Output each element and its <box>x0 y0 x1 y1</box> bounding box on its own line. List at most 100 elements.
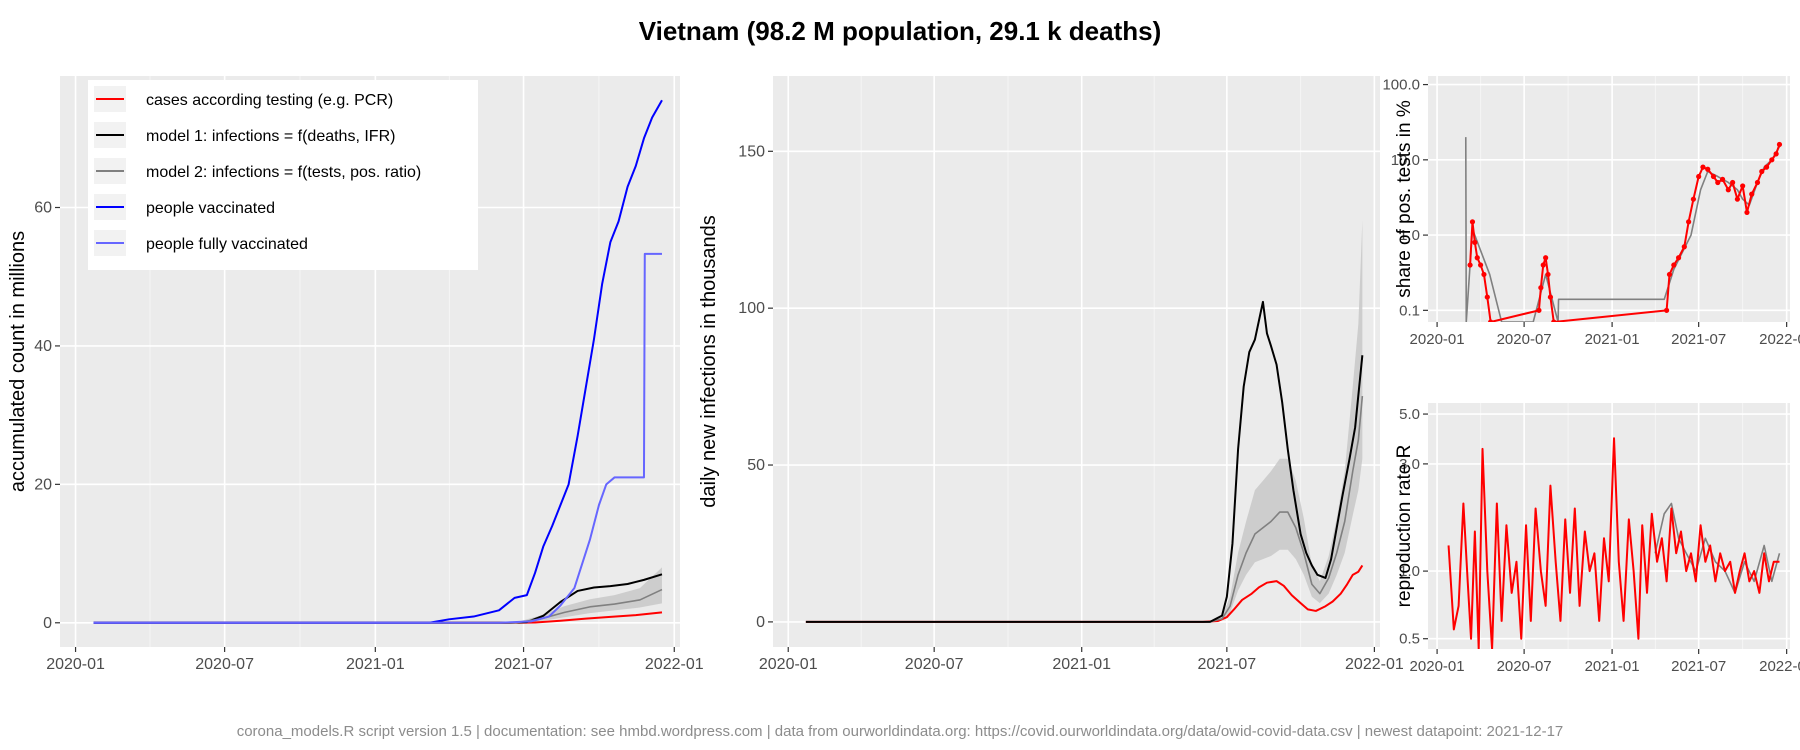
x-tick-label: 2021-01 <box>1052 656 1111 673</box>
x-tick-label: 2021-07 <box>494 656 553 673</box>
x-tick-label: 2022-01 <box>1345 656 1404 673</box>
y-tick-label: 0 <box>43 615 52 632</box>
point-cases <box>1740 183 1746 189</box>
point-cases <box>1484 294 1490 300</box>
legend-label-model1: model 1: infections = f(deaths, IFR) <box>146 128 395 145</box>
point-cases <box>1536 307 1542 313</box>
panel-3: 0.1 1.0 10.0 100.0 2020-01 2020-07 2021-01 2021… <box>1382 76 1800 348</box>
point-cases <box>1543 255 1549 261</box>
series-model2 <box>1464 137 1781 322</box>
point-cases <box>1744 209 1750 216</box>
point-cases <box>1538 285 1544 291</box>
point-cases <box>1700 164 1706 170</box>
point-cases <box>1474 255 1480 261</box>
y-tick-label: 5.0 <box>1399 406 1420 423</box>
y-tick-label: 100.0 <box>1382 77 1420 94</box>
y-tick-label: 0 <box>756 614 765 631</box>
footer-note: corona_models.R script version 1.5 | doc… <box>236 723 1564 740</box>
data-layer <box>1464 137 1783 322</box>
point-cases <box>1686 219 1692 225</box>
y-axis-label: share of pos. tests in % <box>1394 100 1415 298</box>
y-tick-label: 3.0 <box>1399 456 1420 473</box>
series-cases <box>1469 144 1781 322</box>
x-tick-label: 2022-01 <box>1759 658 1800 675</box>
x-tick-label: 2022-01 <box>1759 331 1800 348</box>
y-tick-label: 0.1 <box>1399 302 1420 319</box>
y-tick-label: 40 <box>34 338 52 355</box>
point-cases <box>1776 141 1783 148</box>
x-tick-label: 2022-01 <box>645 656 704 673</box>
point-cases <box>1754 179 1761 186</box>
point-cases <box>1472 239 1478 245</box>
y-tick-label: 0.5 <box>1399 631 1420 648</box>
x-tick-label: 2020-01 <box>1410 331 1465 348</box>
series-cases <box>805 564 1364 623</box>
legend-box <box>88 80 478 270</box>
x-tick-label: 2020-07 <box>905 656 964 673</box>
point-cases <box>1705 166 1711 172</box>
band-model2 <box>514 567 662 623</box>
panel-background <box>1428 403 1790 649</box>
series-cases <box>1447 437 1780 649</box>
y-axis-label: accumulated count in millions <box>7 231 29 492</box>
point-cases <box>1671 262 1677 268</box>
legend-label-fully_vaccinated: people fully vaccinated <box>146 236 308 253</box>
point-cases <box>1763 164 1770 170</box>
data-layer <box>805 220 1364 623</box>
y-tick-label: 20 <box>34 476 52 493</box>
x-tick-label: 2020-01 <box>759 656 818 673</box>
point-cases <box>1666 271 1673 278</box>
point-cases <box>1488 319 1494 322</box>
band-model2 <box>1210 220 1363 622</box>
point-cases <box>1719 176 1726 182</box>
x-tick-label: 2021-07 <box>1671 658 1726 675</box>
panel-4: 0.5 1.0 3.0 5.0 2020-01 2020-07 2021-01 2021-07… <box>1394 403 1800 675</box>
point-cases <box>1749 191 1755 197</box>
point-cases <box>1690 196 1697 202</box>
x-tick-label: 2021-01 <box>1585 658 1640 675</box>
y-tick-label: 50 <box>747 457 765 474</box>
point-cases <box>1478 262 1484 268</box>
y-tick-label: 150 <box>738 143 765 160</box>
point-cases <box>1469 219 1476 225</box>
data-layer <box>93 99 663 624</box>
chart-title: Vietnam (98.2 M population, 29.1 k death… <box>638 16 1162 46</box>
legend-label-model2: model 2: infections = f(tests, pos. rati… <box>146 164 421 181</box>
x-tick-label: 2021-01 <box>346 656 405 673</box>
point-cases <box>1551 319 1557 322</box>
x-tick-label: 2020-01 <box>46 656 105 673</box>
point-cases <box>1725 187 1731 193</box>
point-cases <box>1769 157 1775 163</box>
series-model1 <box>805 300 1364 623</box>
x-tick-label: 2020-07 <box>1497 331 1552 348</box>
point-cases <box>1664 307 1670 313</box>
point-cases <box>1730 179 1736 186</box>
point-cases <box>1540 262 1546 268</box>
legend-label-vaccinated: people vaccinated <box>146 200 275 217</box>
point-cases <box>1675 255 1682 261</box>
panel-background <box>1428 76 1790 322</box>
y-axis-label: daily new infections in thousands <box>698 215 720 507</box>
series-vaccinated <box>93 99 663 624</box>
point-cases <box>1710 173 1717 180</box>
x-tick-label: 2020-07 <box>1497 658 1552 675</box>
point-cases <box>1467 262 1473 268</box>
x-tick-label: 2020-01 <box>1410 658 1465 675</box>
legend-label-cases: cases according testing (e.g. PCR) <box>146 92 393 109</box>
point-cases <box>1696 173 1702 180</box>
point-cases <box>1545 271 1551 278</box>
panel-2: 0 50 100 150 2020-01 2020-07 2021-01 2021-07 202… <box>698 76 1404 673</box>
y-tick-label: 10.0 <box>1391 152 1420 169</box>
point-cases <box>1547 294 1554 300</box>
point-cases <box>1481 271 1487 278</box>
point-cases <box>1734 196 1740 202</box>
x-tick-label: 2021-01 <box>1585 331 1640 348</box>
x-tick-label: 2021-07 <box>1671 331 1726 348</box>
series-fully_vaccinated <box>93 252 662 624</box>
data-layer <box>1447 437 1781 649</box>
y-tick-label: 100 <box>738 300 765 317</box>
y-tick-label: 1.0 <box>1399 563 1420 580</box>
panel-background <box>773 76 1380 647</box>
legend: cases according testing (e.g. PCR) model … <box>88 80 478 270</box>
